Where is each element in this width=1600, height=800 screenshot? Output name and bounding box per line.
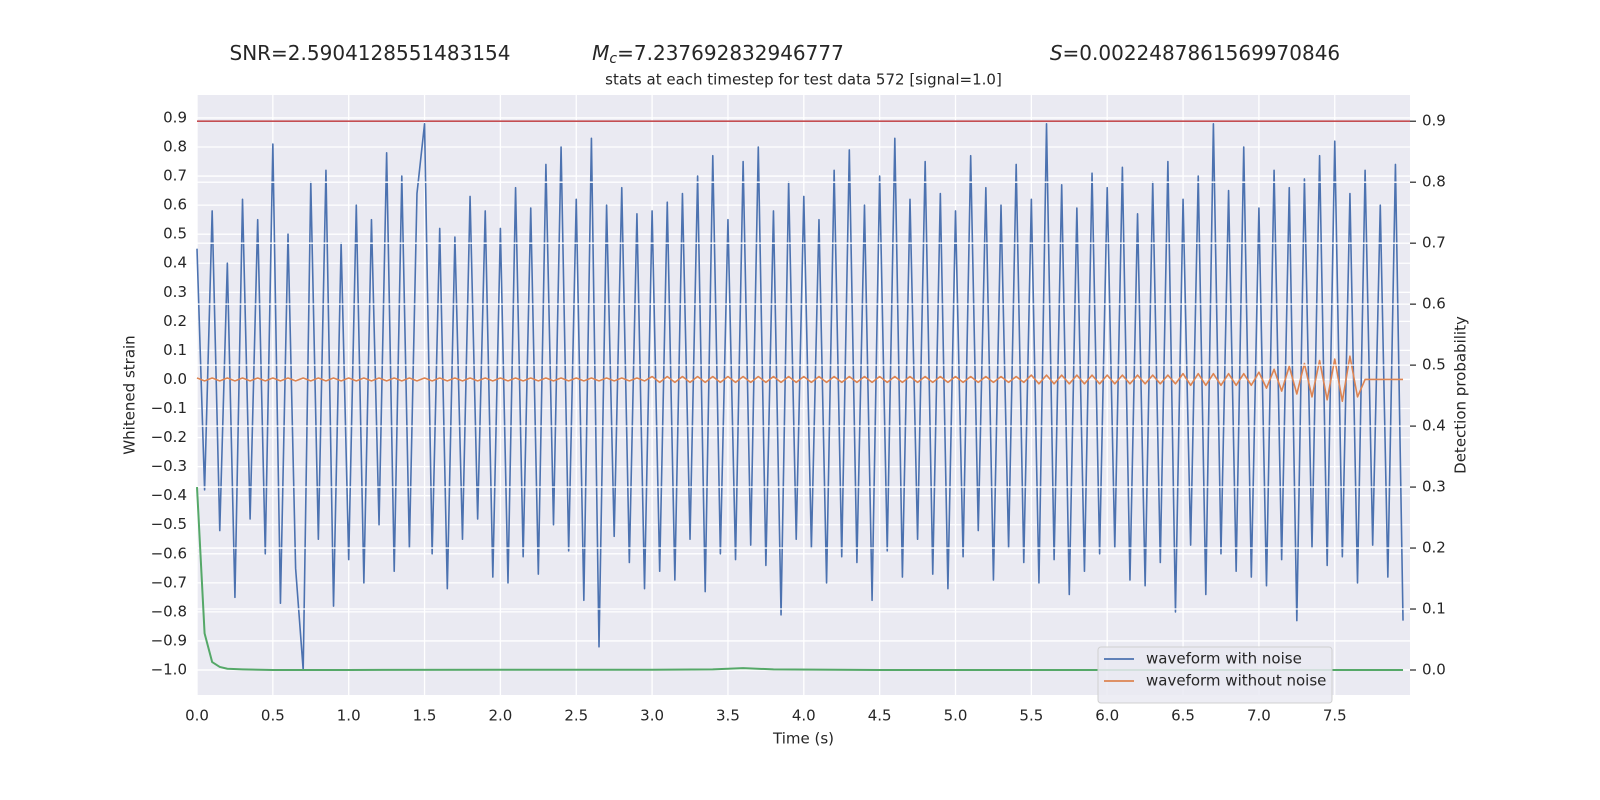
x-tick-label: 0.5 [261,707,285,725]
series-line [196,487,1404,671]
chart-title: stats at each timestep for test data 572… [605,71,1002,89]
stat-value: SNR=2.5904128551483154 [230,41,511,65]
x-tick-label: 7.5 [1323,707,1347,725]
y-tick-label: 0.8 [163,138,187,156]
y2-tick-label: 0.4 [1422,417,1446,435]
x-tick-label: 6.0 [1095,707,1119,725]
x-tick-label: 3.0 [640,707,664,725]
stat-symbol: M [592,41,609,65]
y-tick-label: −0.8 [151,602,187,620]
y2-tick-label: 0.0 [1422,661,1446,679]
x-axis-label: Time (s) [772,730,834,748]
y-tick-label: 0.2 [163,312,187,330]
legend-box [1097,646,1333,704]
y-tick-label: 0.4 [163,254,187,272]
y-tick-label: −0.1 [151,399,187,417]
y-tick-label: 0.3 [163,283,187,301]
y-tick-label: −1.0 [151,661,187,679]
series-line [196,355,1404,403]
x-tick-label: 4.0 [792,707,816,725]
stat-value: =7.237692832946777 [617,41,844,65]
x-tick-label: 3.5 [716,707,740,725]
y-tick-label: −0.5 [151,515,187,533]
x-tick-label: 5.5 [1019,707,1043,725]
y-tick-label: −0.2 [151,428,187,446]
x-tick-label: 2.5 [564,707,588,725]
x-tick-label: 4.5 [868,707,892,725]
y2-tick-label: 0.8 [1422,173,1446,191]
y-tick-label: 0.6 [163,196,187,214]
legend-label: waveform without noise [1146,672,1326,690]
series-line [196,122,1404,671]
y-axis-label: Whitened strain [121,335,139,454]
stat-annotation: SNR=2.5904128551483154 [230,41,511,65]
y2-tick-label: 0.9 [1422,112,1446,130]
x-tick-label: 1.5 [413,707,437,725]
y-tick-label: 0.0 [163,370,187,388]
y-tick-label: −0.6 [151,544,187,562]
x-tick-label: 7.0 [1247,707,1271,725]
y2-tick-label: 0.7 [1422,234,1446,252]
y2-tick-label: 0.5 [1422,356,1446,374]
y2-tick-label: 0.6 [1422,295,1446,313]
y2-tick-label: 0.3 [1422,478,1446,496]
y2-tick-label: 0.1 [1422,600,1446,618]
stat-value: =0.0022487861569970846 [1063,41,1341,65]
x-tick-label: 2.0 [488,707,512,725]
y-tick-label: 0.5 [163,225,187,243]
y-tick-label: −0.4 [151,486,187,504]
y-tick-label: 0.9 [163,108,187,126]
stat-annotation: S=0.0022487861569970846 [1050,41,1340,65]
legend-label: waveform with noise [1146,650,1302,668]
x-tick-label: 0.0 [185,707,209,725]
y-tick-label: 0.7 [163,167,187,185]
y-tick-label: −0.3 [151,457,187,475]
x-tick-label: 5.0 [944,707,968,725]
x-tick-label: 1.0 [337,707,361,725]
y2-tick-label: 0.2 [1422,539,1446,557]
y-tick-label: 0.1 [163,341,187,359]
y-tick-label: −0.7 [151,573,187,591]
y-tick-label: −0.9 [151,631,187,649]
stat-annotation: Mc=7.237692832946777 [592,41,844,68]
stat-subscript: c [609,51,617,67]
stat-symbol: S [1050,41,1063,65]
x-tick-label: 6.5 [1171,707,1195,725]
y2-axis-label: Detection probability [1452,316,1470,474]
